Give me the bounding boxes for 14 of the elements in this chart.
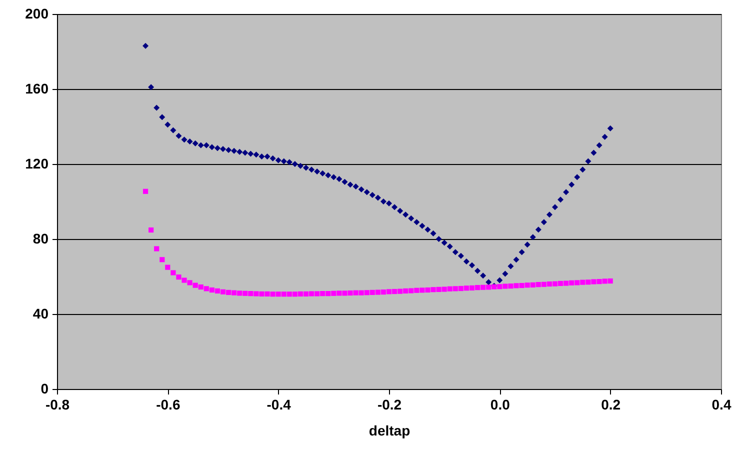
- x-tick-label: 0.4: [712, 396, 732, 412]
- x-axis-title: deltap: [368, 422, 410, 438]
- y-tick-label: 40: [32, 306, 49, 322]
- x-tick-label: -0.2: [377, 396, 402, 412]
- y-tick-label: 160: [25, 80, 49, 96]
- y-tick-label: 0: [40, 380, 49, 396]
- x-tick-label: -0.6: [156, 396, 180, 412]
- x-tick-label: -0.8: [45, 396, 70, 412]
- x-tick-label: 0.0: [490, 396, 510, 412]
- x-tick-label: -0.4: [266, 396, 292, 412]
- y-tick-label: 120: [25, 156, 49, 172]
- x-tick-label: 0.2: [601, 396, 621, 412]
- y-tick-label: 200: [25, 6, 49, 22]
- y-tick-label: 80: [32, 230, 49, 246]
